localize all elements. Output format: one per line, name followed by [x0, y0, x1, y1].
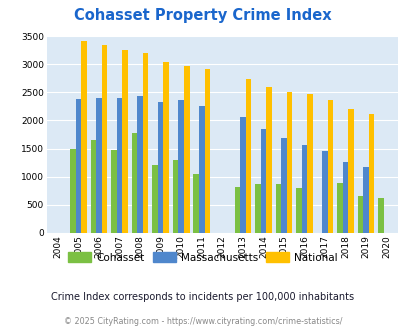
Bar	[260, 129, 265, 233]
Bar	[322, 151, 327, 233]
Bar	[137, 96, 143, 233]
Bar	[102, 45, 107, 233]
Bar	[91, 140, 96, 233]
Text: Cohasset Property Crime Index: Cohasset Property Crime Index	[74, 8, 331, 23]
Bar	[96, 98, 102, 233]
Bar	[245, 79, 251, 233]
Bar	[280, 138, 286, 233]
Bar	[183, 66, 189, 233]
Bar	[81, 41, 87, 233]
Bar	[357, 196, 362, 233]
Bar	[327, 100, 333, 233]
Bar	[193, 174, 198, 233]
Text: © 2025 CityRating.com - https://www.cityrating.com/crime-statistics/: © 2025 CityRating.com - https://www.city…	[64, 317, 341, 326]
Bar	[111, 149, 117, 233]
Bar	[377, 198, 383, 233]
Bar	[295, 188, 301, 233]
Bar	[301, 145, 307, 233]
Bar	[198, 106, 204, 233]
Bar	[337, 183, 342, 233]
Bar	[143, 52, 148, 233]
Bar	[117, 98, 122, 233]
Bar	[265, 87, 271, 233]
Bar	[163, 61, 168, 233]
Bar	[173, 160, 178, 233]
Bar	[254, 184, 260, 233]
Legend: Cohasset, Massachusetts, National: Cohasset, Massachusetts, National	[64, 248, 341, 267]
Bar	[362, 167, 368, 233]
Bar	[275, 184, 280, 233]
Bar	[368, 114, 373, 233]
Bar	[234, 187, 239, 233]
Bar	[122, 50, 128, 233]
Bar	[132, 133, 137, 233]
Bar	[342, 162, 347, 233]
Bar	[178, 100, 183, 233]
Bar	[286, 92, 292, 233]
Bar	[76, 99, 81, 233]
Bar	[152, 165, 158, 233]
Bar	[204, 69, 209, 233]
Bar	[347, 109, 353, 233]
Bar	[158, 103, 163, 233]
Bar	[239, 117, 245, 233]
Text: Crime Index corresponds to incidents per 100,000 inhabitants: Crime Index corresponds to incidents per…	[51, 292, 354, 302]
Bar	[307, 93, 312, 233]
Bar	[70, 148, 76, 233]
